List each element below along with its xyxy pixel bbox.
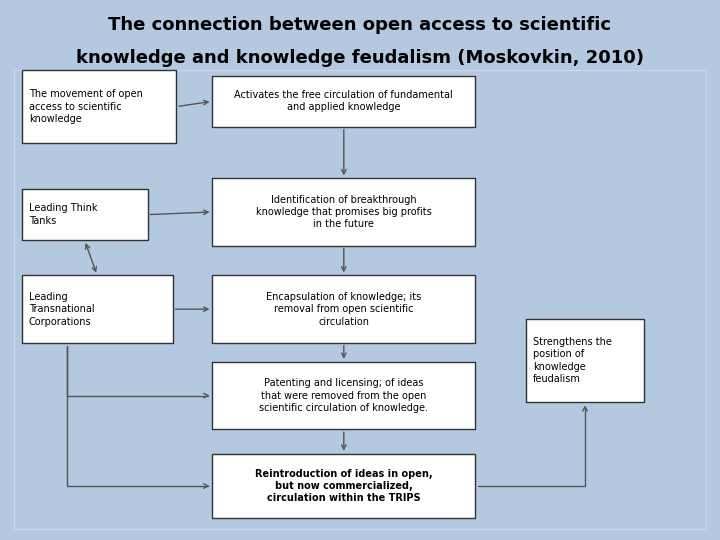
- FancyBboxPatch shape: [22, 189, 148, 240]
- Text: Identification of breakthrough
knowledge that promises big profits
in the future: Identification of breakthrough knowledge…: [256, 194, 432, 230]
- Text: Leading
Transnational
Corporations: Leading Transnational Corporations: [29, 292, 94, 327]
- Text: Patenting and licensing; of ideas
that were removed from the open
scientific cir: Patenting and licensing; of ideas that w…: [259, 378, 428, 413]
- FancyBboxPatch shape: [212, 275, 475, 343]
- Text: Activates the free circulation of fundamental
and applied knowledge: Activates the free circulation of fundam…: [235, 90, 453, 112]
- FancyBboxPatch shape: [212, 178, 475, 246]
- FancyBboxPatch shape: [22, 275, 173, 343]
- FancyBboxPatch shape: [212, 76, 475, 127]
- Text: Reintroduction of ideas in open,
but now commercialized,
circulation within the : Reintroduction of ideas in open, but now…: [255, 469, 433, 503]
- Text: The connection between open access to scientific: The connection between open access to sc…: [109, 16, 611, 34]
- Text: Encapsulation of knowledge; its
removal from open scientific
circulation: Encapsulation of knowledge; its removal …: [266, 292, 421, 327]
- Text: The movement of open
access to scientific
knowledge: The movement of open access to scientifi…: [29, 89, 143, 124]
- Text: Leading Think
Tanks: Leading Think Tanks: [29, 204, 97, 226]
- Text: knowledge and knowledge feudalism (Moskovkin, 2010): knowledge and knowledge feudalism (Mosko…: [76, 49, 644, 66]
- FancyBboxPatch shape: [212, 362, 475, 429]
- FancyBboxPatch shape: [526, 319, 644, 402]
- FancyBboxPatch shape: [22, 70, 176, 143]
- FancyBboxPatch shape: [212, 454, 475, 518]
- Text: Strengthens the
position of
knowledge
feudalism: Strengthens the position of knowledge fe…: [533, 337, 612, 384]
